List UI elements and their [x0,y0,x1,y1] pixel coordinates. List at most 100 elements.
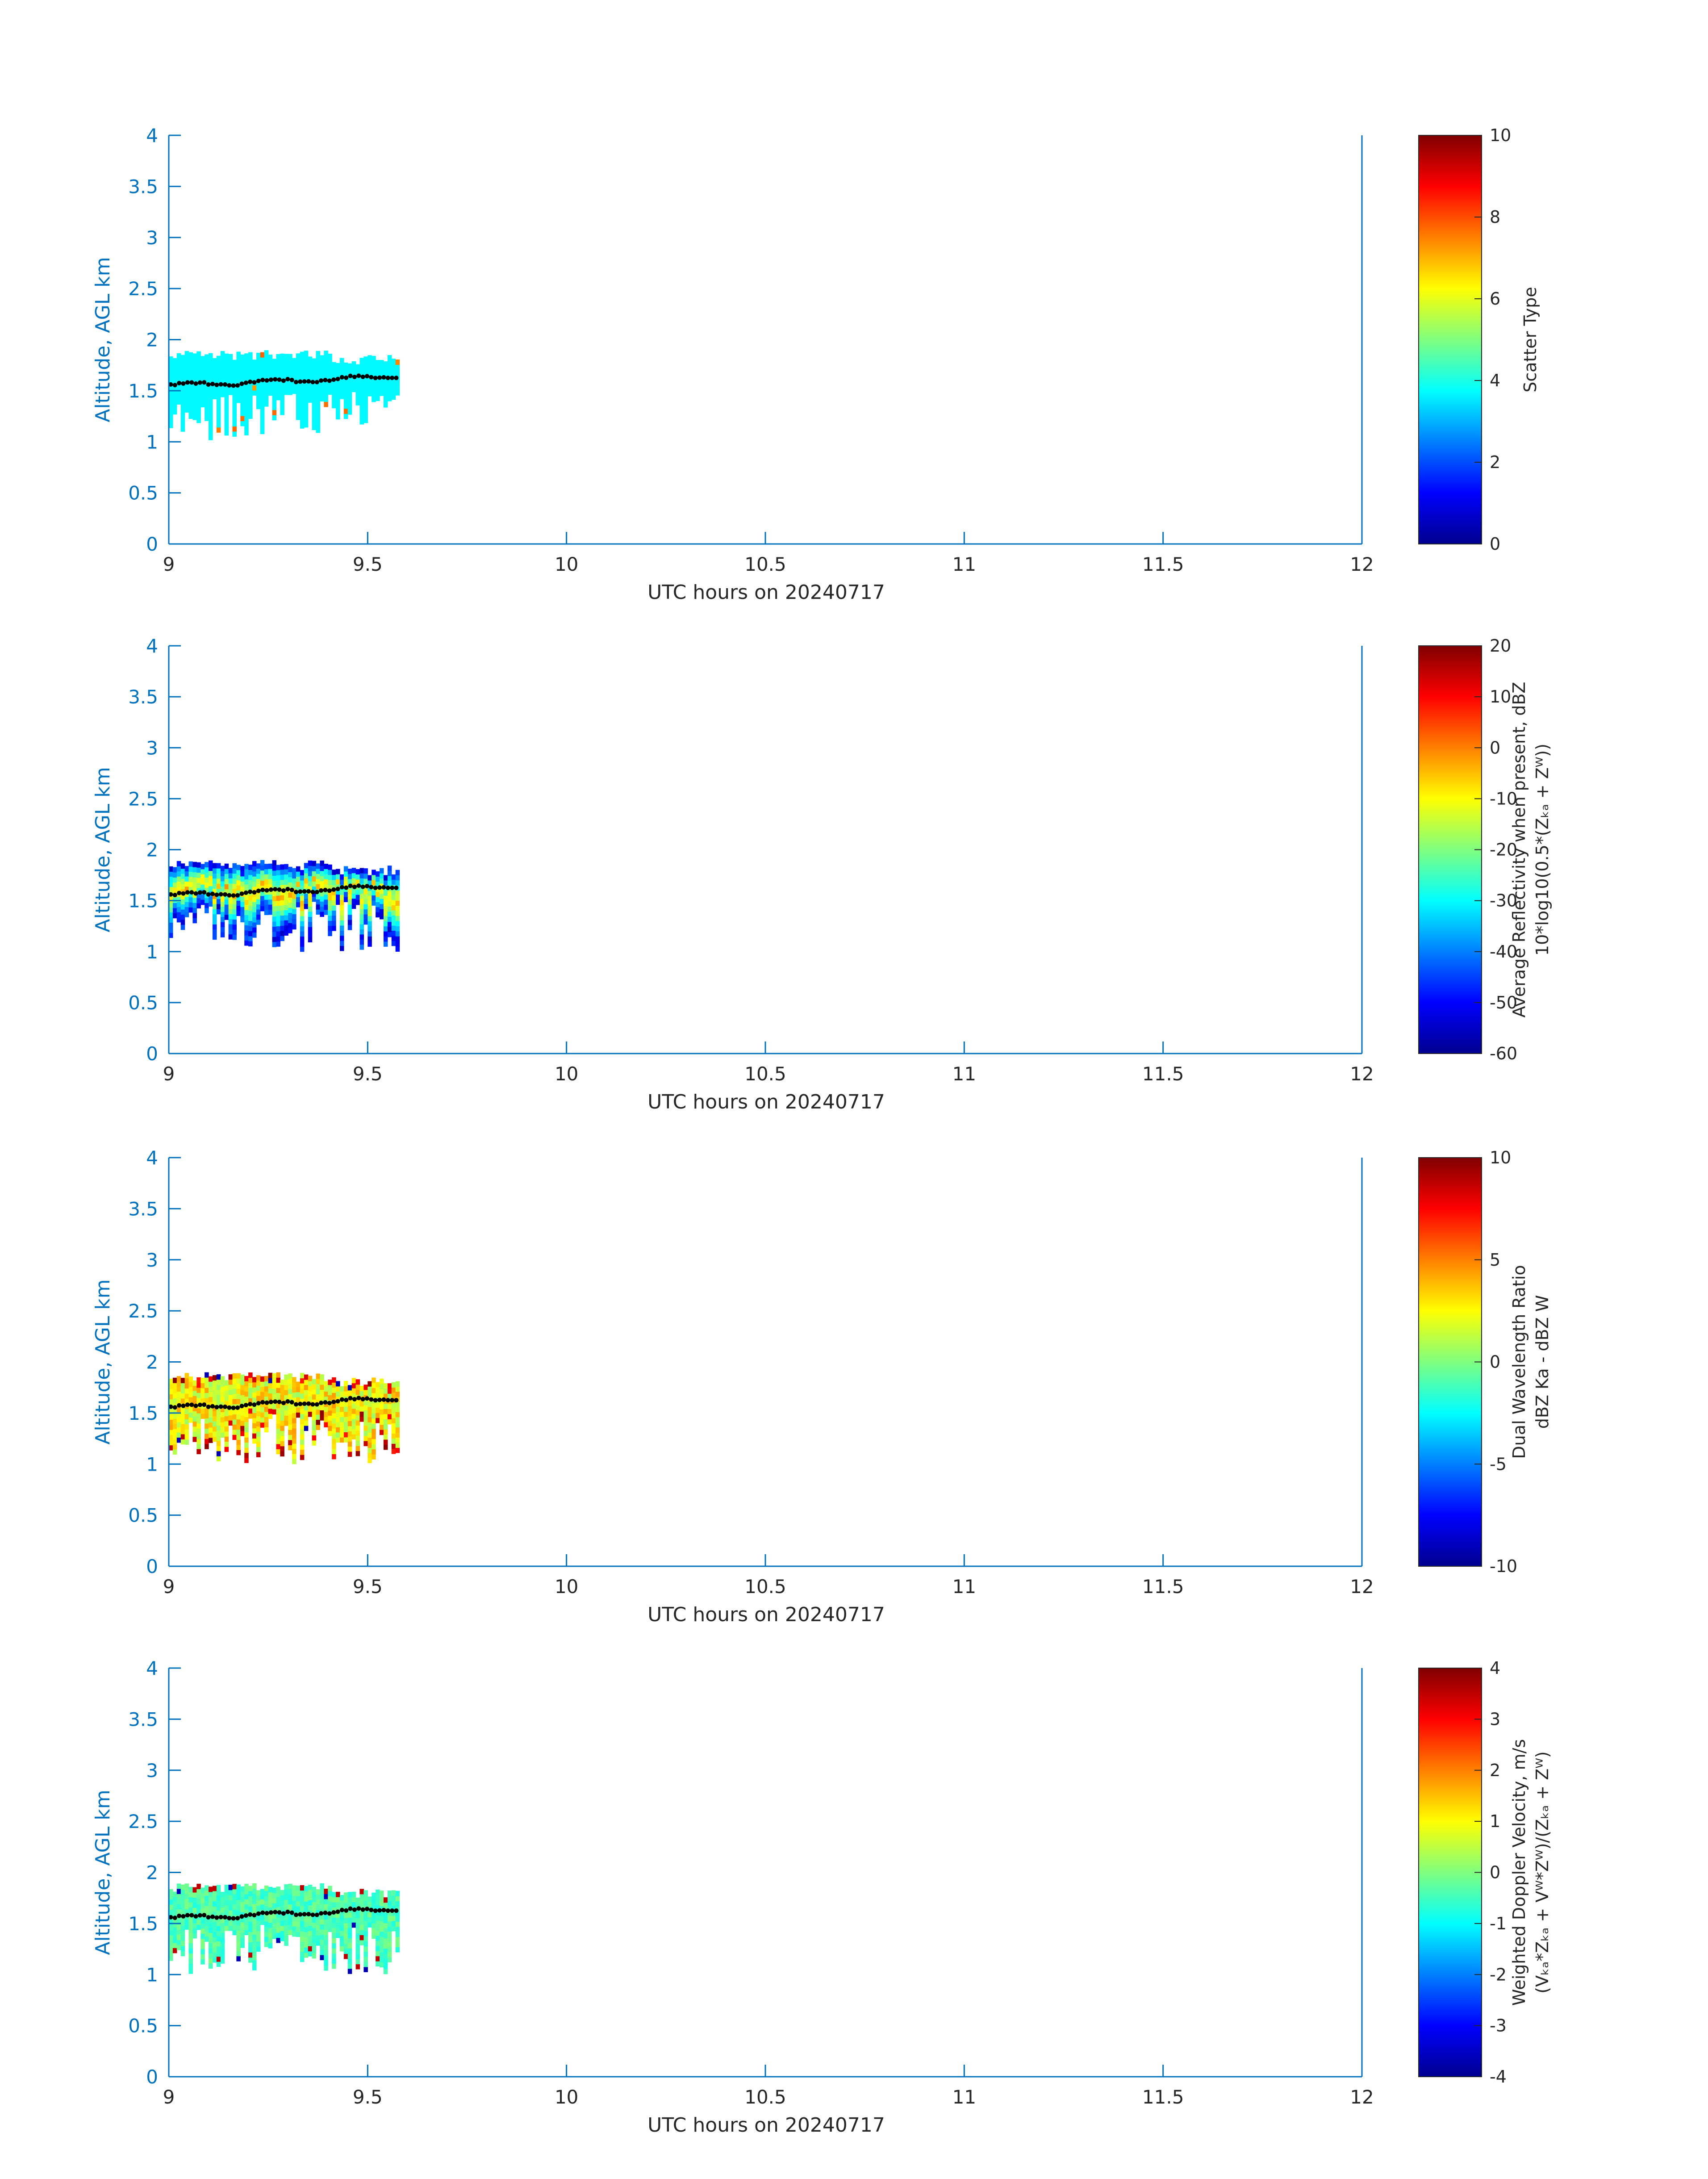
echo-cell [304,381,309,387]
echo-cell [316,1925,321,1931]
echo-cell [387,1414,392,1419]
echo-cell [272,870,277,876]
echo-cell [184,356,189,362]
cloud-base-dot [252,380,257,385]
echo-cell [180,1930,185,1936]
echo-cell [244,1909,249,1915]
echo-cell [205,380,209,385]
echo-cell [380,1900,384,1907]
echo-cell [280,369,284,375]
y-tick-label: 0 [146,1556,158,1577]
echo-cell [200,366,205,372]
echo-cell [196,878,201,883]
echo-cell [240,871,245,877]
echo-cell [240,354,245,360]
echo-cell [347,368,352,374]
echo-cell [212,868,217,874]
echo-cell [272,384,277,390]
echo-cell [196,882,201,888]
echo-cell [387,370,392,376]
echo-cell [172,877,177,883]
echo-cell [196,887,201,893]
echo-cell [320,1379,324,1385]
echo-cell [172,393,177,399]
echo-cell [363,412,368,418]
echo-cell [176,1904,181,1910]
echo-cell [216,371,221,376]
echo-cell [347,1928,352,1933]
echo-cell [220,1943,225,1949]
echo-cell [324,894,328,900]
echo-cell [200,1933,205,1939]
echo-cell [232,1373,237,1379]
echo-cell [268,364,273,370]
echo-cell [180,396,185,402]
echo-cell [280,905,284,911]
echo-cell [184,366,189,372]
echo-cell [363,1900,368,1906]
cloud-base-dot [273,887,278,892]
echo-cell [264,909,269,915]
echo-cell [324,1412,328,1418]
echo-cell [200,1928,205,1934]
echo-cell [372,1377,376,1383]
echo-cell [328,920,332,926]
y-tick-label: 2.5 [128,788,158,810]
echo-cell [339,895,344,900]
echo-cell [244,874,249,880]
echo-cell [180,1899,185,1905]
echo-cell [343,403,348,409]
echo-cell [383,1434,388,1440]
echo-cell [347,399,352,405]
echo-cell [252,1949,257,1955]
echo-cell [359,898,364,904]
echo-cell [391,890,396,895]
echo-cell [280,874,284,880]
cloud-base-dot [339,885,344,890]
echo-cell [359,414,364,420]
echo-cell [228,1379,233,1385]
echo-cell [316,878,321,884]
echo-cell [205,415,209,421]
echo-cell [359,919,364,924]
echo-cell [312,886,317,892]
echo-cell [363,1931,368,1936]
echo-cell [252,1397,257,1403]
echo-cell [212,393,217,399]
echo-cell [324,1888,328,1895]
echo-cell [332,1433,336,1439]
echo-cell [180,1424,185,1430]
echo-cell [276,936,280,942]
echo-cell [216,366,221,372]
echo-cell [172,1434,177,1439]
echo-cell [308,356,313,362]
echo-cell [212,893,217,899]
echo-cell [336,398,340,404]
echo-cell [280,1405,284,1411]
echo-cell [276,1403,280,1409]
echo-cell [256,919,261,925]
echo-cell [367,360,372,366]
echo-cell [216,1456,221,1462]
echo-cell [252,1418,257,1423]
echo-cell [280,1389,284,1395]
echo-cell [380,1962,384,1968]
echo-cell [180,1895,185,1900]
echo-cell [209,1917,213,1923]
echo-cell [244,879,249,885]
echo-cell [336,414,340,420]
echo-cell [339,1920,344,1926]
echo-cell [391,394,396,400]
cloud-base-dot [172,1405,177,1410]
echo-cell [256,1385,261,1391]
echo-cell [380,1926,384,1932]
echo-cell [184,876,189,882]
echo-cell [256,1375,261,1381]
echo-cell [292,903,296,909]
echo-cell [248,1921,253,1927]
echo-cell [196,372,201,377]
cloud-base-dot [394,376,399,381]
cloud-base-dot [223,1404,228,1409]
echo-cell [347,1943,352,1949]
echo-cell [280,864,284,870]
